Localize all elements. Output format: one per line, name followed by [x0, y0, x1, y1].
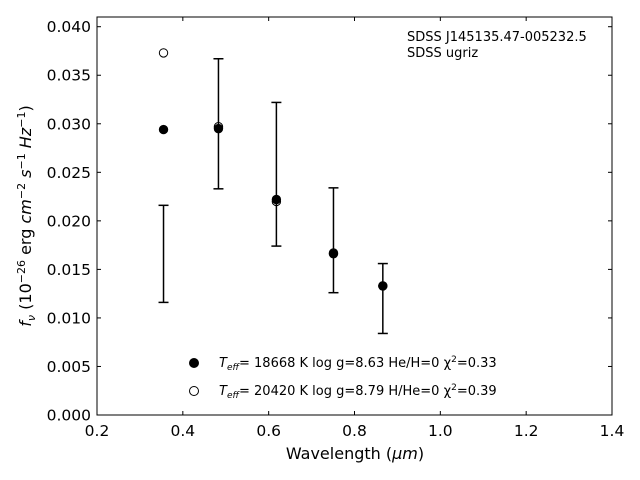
model-markers [158, 48, 388, 291]
observed-errorbar [158, 204, 169, 304]
x-tick-label: 1.0 [428, 422, 453, 440]
y-axis: 0.000 0.005 0.010 0.015 0.020 0.025 0.030 0.035… [47, 18, 612, 425]
y-axis-title: fν (10−26 erg cm−2 s−1 Hz−1) [15, 105, 38, 326]
legend-filled-circle-marker [189, 358, 199, 368]
annotation-filter-set: SDSS ugriz [407, 46, 478, 61]
y-tick-label: 0.025 [47, 164, 91, 182]
y-tick-label: 0.005 [47, 358, 91, 376]
x-axis: 0.2 0.4 0.6 0.8 1.0 1.2 1.4 [85, 17, 625, 440]
x-tick-label: 0.2 [85, 422, 110, 440]
data-point-filled [271, 194, 282, 205]
y-tick-label: 0.040 [47, 18, 91, 36]
x-tick-label: 0.4 [171, 422, 196, 440]
data-point-filled [213, 123, 224, 134]
observed-errorbar [213, 57, 224, 190]
data-point-open [328, 248, 339, 258]
y-tick-label: 0.010 [47, 309, 91, 327]
y-tick-label: 0.035 [47, 67, 91, 85]
data-point-open [378, 281, 388, 291]
x-tick-label: 1.4 [600, 422, 625, 440]
observed-errorbar [377, 262, 388, 335]
observed-errorbars [158, 57, 388, 335]
legend-entry-2: Teff= 20420 K log g=8.79 H/He=0 χ2=0.39 [219, 383, 497, 401]
data-point-open [271, 196, 282, 207]
legend-entry-1: Teff= 18668 K log g=8.63 He/H=0 χ2=0.33 [219, 355, 497, 373]
x-tick-label: 0.8 [342, 422, 367, 440]
y-tick-label: 0.000 [47, 407, 91, 425]
data-point-open [158, 48, 169, 58]
y-tick-label: 0.030 [47, 115, 91, 133]
data-point-filled [158, 124, 169, 135]
observed-errorbar [271, 101, 282, 247]
legend: Teff= 18668 K log g=8.63 He/H=0 χ2=0.33 … [189, 355, 497, 401]
data-point-open [213, 121, 224, 132]
x-axis-title: Wavelength (μm) [286, 444, 424, 463]
x-tick-label: 1.2 [514, 422, 539, 440]
x-tick-label: 0.6 [256, 422, 281, 440]
annotation-object-name: SDSS J145135.47-005232.5 [407, 30, 587, 45]
legend-open-circle-marker [189, 386, 199, 396]
y-tick-label: 0.015 [47, 261, 91, 279]
observed-errorbar [328, 187, 339, 294]
y-tick-label: 0.020 [47, 212, 91, 230]
